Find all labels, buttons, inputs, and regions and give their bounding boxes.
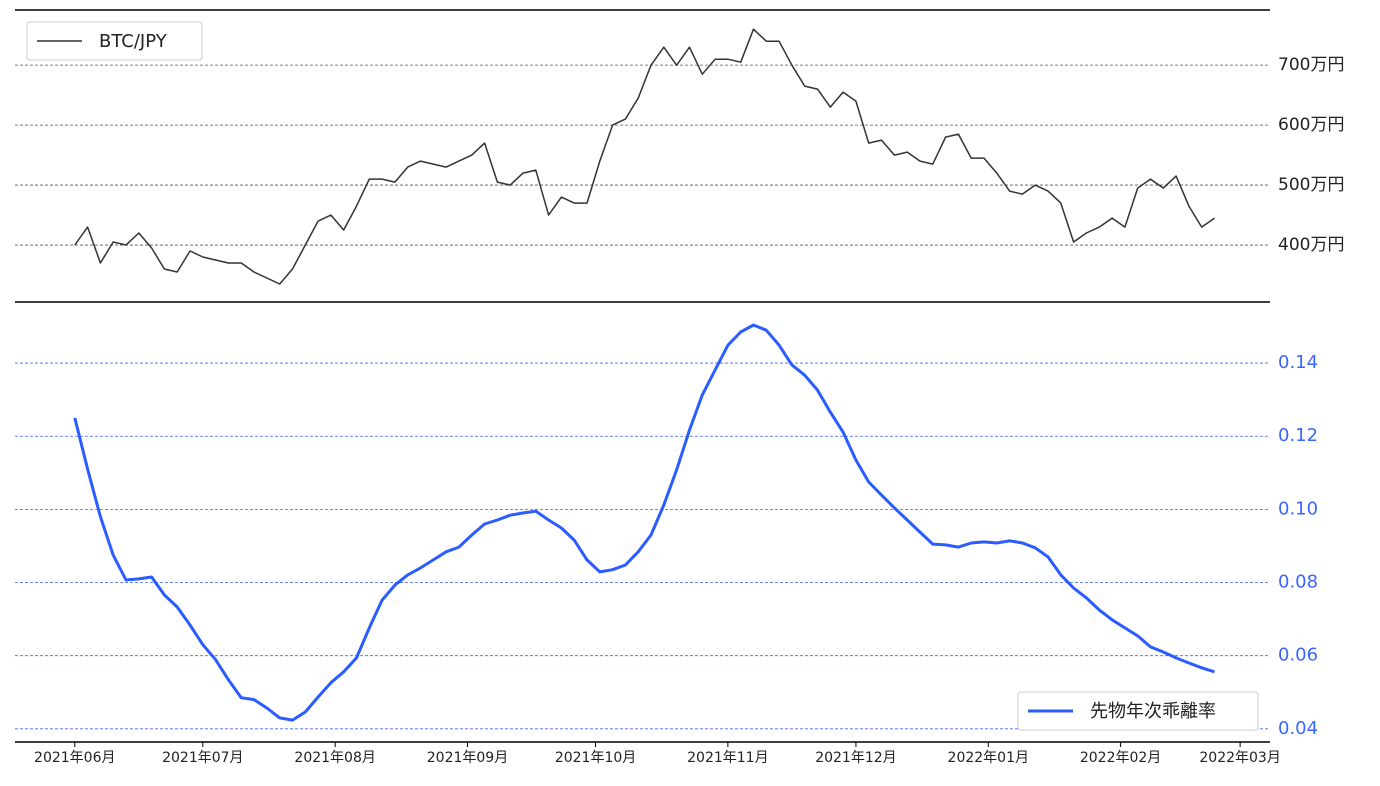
y-tick-label: 0.04 [1278, 718, 1318, 739]
legend-label: 先物年次乖離率 [1090, 701, 1216, 722]
x-tick-label: 2022年02月 [1080, 750, 1161, 766]
y-tick-label: 0.06 [1278, 645, 1318, 666]
data-line [74, 28, 1215, 285]
legend-label: BTC/JPY [99, 31, 168, 52]
y-tick-label: 700万円 [1278, 55, 1344, 75]
y-tick-label: 0.12 [1278, 425, 1318, 446]
x-tick-label: 2021年11月 [687, 750, 768, 766]
y-tick-label: 400万円 [1278, 235, 1344, 255]
y-tick-label: 600万円 [1278, 115, 1344, 135]
x-tick-label: 2022年03月 [1199, 750, 1280, 766]
x-tick-label: 2021年07月 [162, 750, 243, 766]
x-tick-label: 2021年12月 [815, 750, 896, 766]
x-tick-label: 2021年09月 [427, 750, 508, 766]
y-tick-label: 500万円 [1278, 175, 1344, 195]
y-tick-label: 0.08 [1278, 572, 1318, 593]
y-tick-label: 0.14 [1278, 352, 1318, 373]
legend-box [26, 21, 203, 61]
x-tick-label: 2021年08月 [294, 750, 375, 766]
y-tick-label: 0.10 [1278, 498, 1318, 519]
x-tick-label: 2022年01月 [948, 750, 1029, 766]
x-tick-label: 2021年10月 [555, 750, 636, 766]
legend-box [1017, 691, 1259, 731]
data-line [73, 323, 1215, 722]
x-tick-label: 2021年06月 [34, 750, 115, 766]
